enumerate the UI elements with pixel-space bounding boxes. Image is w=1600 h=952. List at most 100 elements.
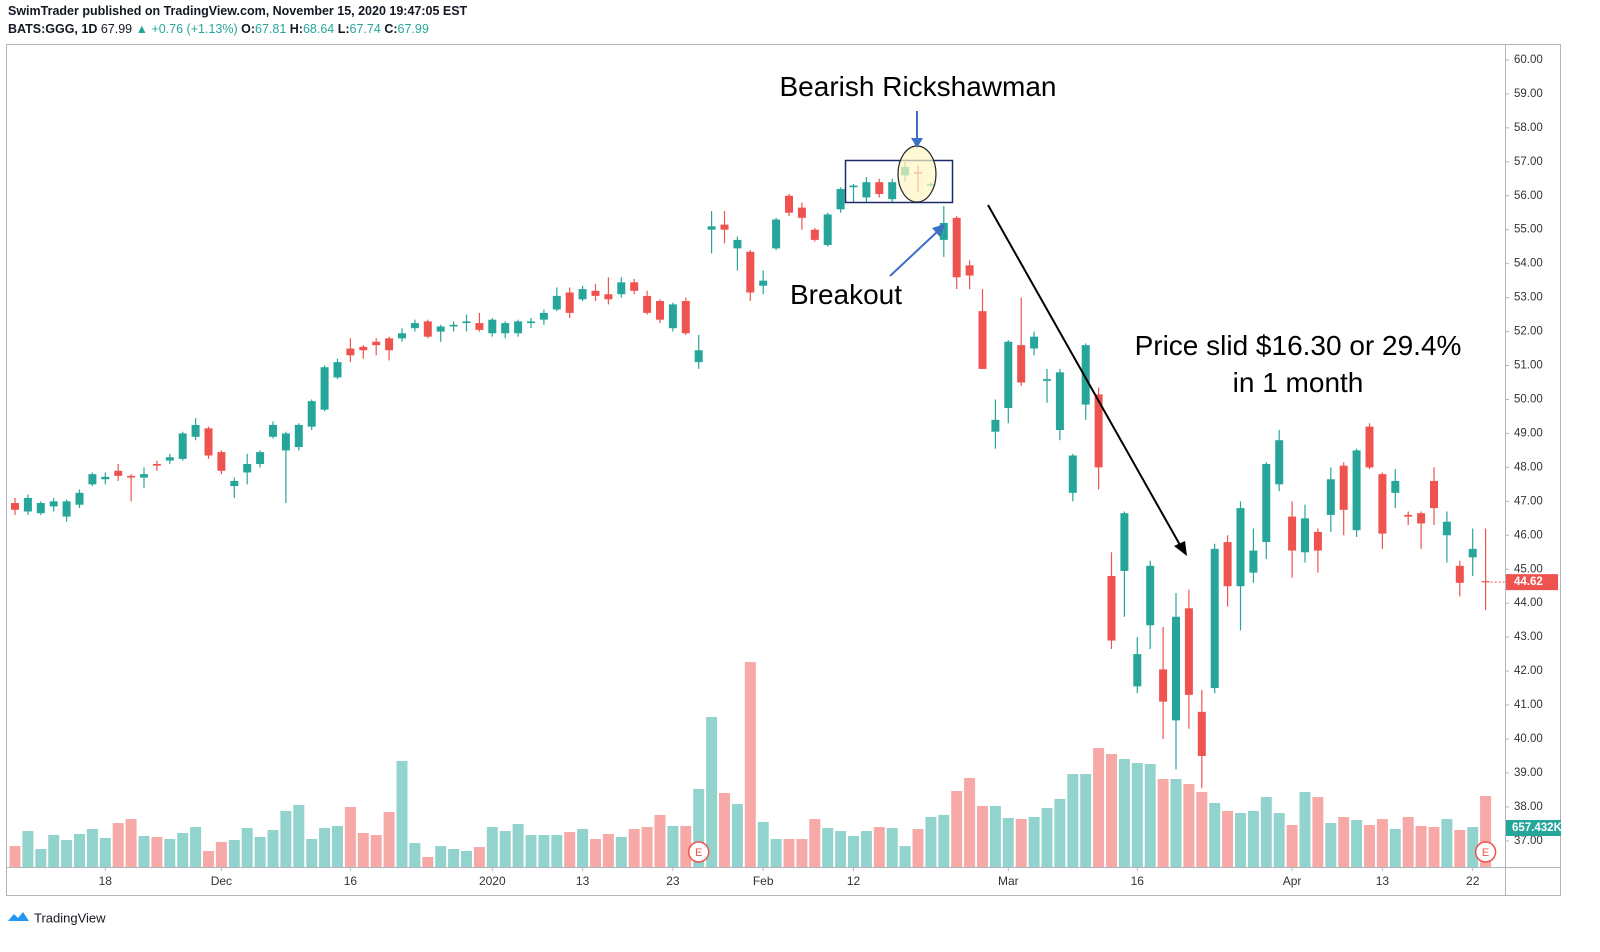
pattern-highlight [897,145,937,203]
candle-body [952,217,961,278]
candle-body [462,321,471,324]
volume-bar [357,832,369,867]
volume-bar [809,819,821,867]
candle-body [1043,379,1051,381]
candle-body [1404,514,1413,517]
volume-bar [1054,798,1066,867]
candle-body [591,290,600,296]
volume-bar [215,841,227,867]
volume-bar [473,847,485,867]
candle-body [307,401,316,427]
frame [6,44,1561,896]
volume-bar [1106,754,1117,867]
candle-body [656,301,664,320]
candle-body [1004,341,1013,408]
candle-body [797,207,806,218]
candle-body [539,312,548,320]
candle-body [1262,463,1271,543]
last-price-label: 44.62 [1514,576,1543,588]
candle-body [191,424,200,437]
candle-body [372,341,381,346]
open: 67.81 [255,22,287,36]
publisher-line: SwimTrader published on TradingView.com,… [8,4,467,18]
x-tick-label: Feb [753,874,774,888]
candle-body [1159,669,1168,702]
candle-body [398,333,406,339]
close: 67.99 [397,22,429,36]
volume-bar [306,839,318,867]
volume-bar [538,835,550,867]
volume-bar [1235,813,1246,867]
volume-bar [280,810,292,867]
volume-bar [86,828,98,867]
candle-body [178,433,187,459]
y-tick-label: 41.00 [1514,699,1543,711]
volume-bar [74,833,85,867]
volume-bar [1222,810,1234,867]
volume-bar [48,835,60,867]
candle-body [1017,345,1026,383]
candle-body [204,428,213,456]
earnings-label: E [1482,847,1489,859]
x-tick-label: 16 [344,874,358,888]
high: 68.64 [302,22,335,36]
volume-bar [719,793,730,867]
x-tick-label: 23 [666,874,680,888]
candle-body [88,474,97,485]
volume-bar [396,760,408,867]
candle-body [475,323,484,330]
candle-body [1184,608,1193,695]
volume-bar [1286,824,1298,867]
x-tick-label: Dec [211,874,232,888]
candle-body [346,348,355,356]
candle-body [862,182,871,198]
y-tick-label: 48.00 [1514,461,1543,473]
candle-body [1068,455,1077,493]
volume-bar [1015,819,1027,867]
candle-layer [11,161,1490,789]
y-tick-label: 39.00 [1514,767,1543,779]
candle-body [1455,565,1464,583]
x-tick-label: 13 [1376,874,1390,888]
volume-bar [1364,824,1375,867]
volume-bar [35,848,47,867]
volume-bar [551,835,563,867]
volume-bar [112,823,124,867]
candle-body [333,362,342,378]
symbol: BATS:GGG, 1D [8,22,98,36]
brand-logo [8,912,29,921]
candle-body [1339,465,1348,510]
candle-body [720,224,729,230]
candle-body [630,282,639,291]
volume-bar [886,828,898,867]
candle-body [578,289,587,300]
volume-bar [602,833,614,867]
y-tick-label: 56.00 [1514,190,1543,202]
volume-bar [486,827,498,867]
pattern-arrowhead [911,138,923,148]
candle-body [140,474,148,478]
candle-body [281,433,290,451]
candle-body [836,188,845,210]
volume-bar [254,836,266,867]
volume-bar [848,836,859,867]
candle-body [1352,450,1361,531]
candle-body [733,239,742,249]
last-price-box [1506,574,1558,591]
earnings-label: E [695,847,702,859]
volume-bar [835,831,847,867]
candle-body [320,367,329,410]
y-tick-label: 40.00 [1514,733,1543,745]
candle-body [1275,440,1284,485]
pattern-label: Bearish Rickshawman [780,71,1057,102]
volume-bar [435,846,447,867]
candle-body [552,295,561,310]
low: 67.74 [349,22,381,36]
volume-bar [461,851,472,867]
high-label: H: [289,22,303,36]
price: 67.99 [100,22,133,36]
volume-bar [1093,747,1105,867]
candle-body [965,265,974,276]
pattern-box [844,159,954,204]
